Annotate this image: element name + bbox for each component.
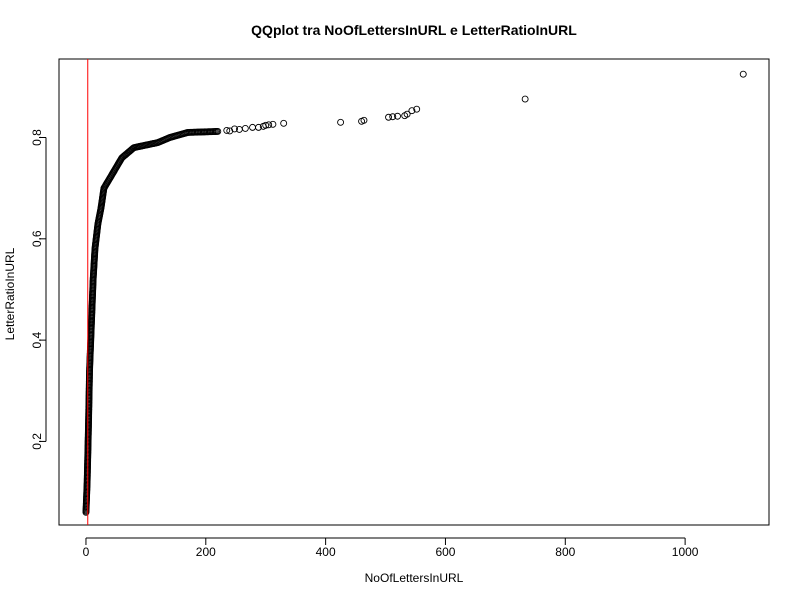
data-point — [739, 70, 747, 78]
chart-title: QQplot tra NoOfLettersInURL e LetterRati… — [251, 22, 577, 38]
x-tick-label: 600 — [435, 545, 455, 559]
data-points — [82, 70, 747, 516]
y-axis: 0.2 0.4 0.6 0.8 — [30, 129, 47, 450]
data-point — [408, 107, 416, 115]
data-point — [389, 113, 397, 121]
data-point — [521, 95, 529, 103]
y-axis-label: LetterRatioInURL — [3, 247, 17, 340]
y-tick-label: 0.2 — [30, 433, 44, 450]
data-point — [223, 126, 231, 134]
data-point — [413, 105, 421, 113]
data-point — [255, 123, 262, 131]
x-axis: 0 200 400 600 800 1000 — [83, 537, 699, 559]
x-tick-label: 200 — [196, 545, 216, 559]
x-tick-label: 1000 — [672, 545, 699, 559]
y-tick-label: 0.4 — [30, 331, 44, 348]
x-tick-label: 800 — [555, 545, 575, 559]
data-point — [231, 125, 239, 133]
data-point — [280, 119, 288, 127]
data-point — [269, 120, 277, 128]
data-point — [385, 113, 392, 121]
data-point — [394, 112, 401, 120]
data-point — [265, 121, 273, 129]
data-point — [360, 116, 368, 124]
y-tick-label: 0.8 — [30, 129, 44, 146]
data-point — [241, 124, 249, 132]
x-tick-label: 400 — [316, 545, 336, 559]
data-point — [337, 118, 345, 126]
data-point — [214, 127, 222, 135]
data-point — [403, 110, 411, 118]
y-tick-label: 0.6 — [30, 230, 44, 247]
plot-frame — [58, 58, 770, 526]
data-point — [262, 121, 270, 129]
x-tick-label: 0 — [83, 545, 90, 559]
data-point — [249, 123, 256, 131]
x-axis-label: NoOfLettersInURL — [365, 571, 464, 585]
